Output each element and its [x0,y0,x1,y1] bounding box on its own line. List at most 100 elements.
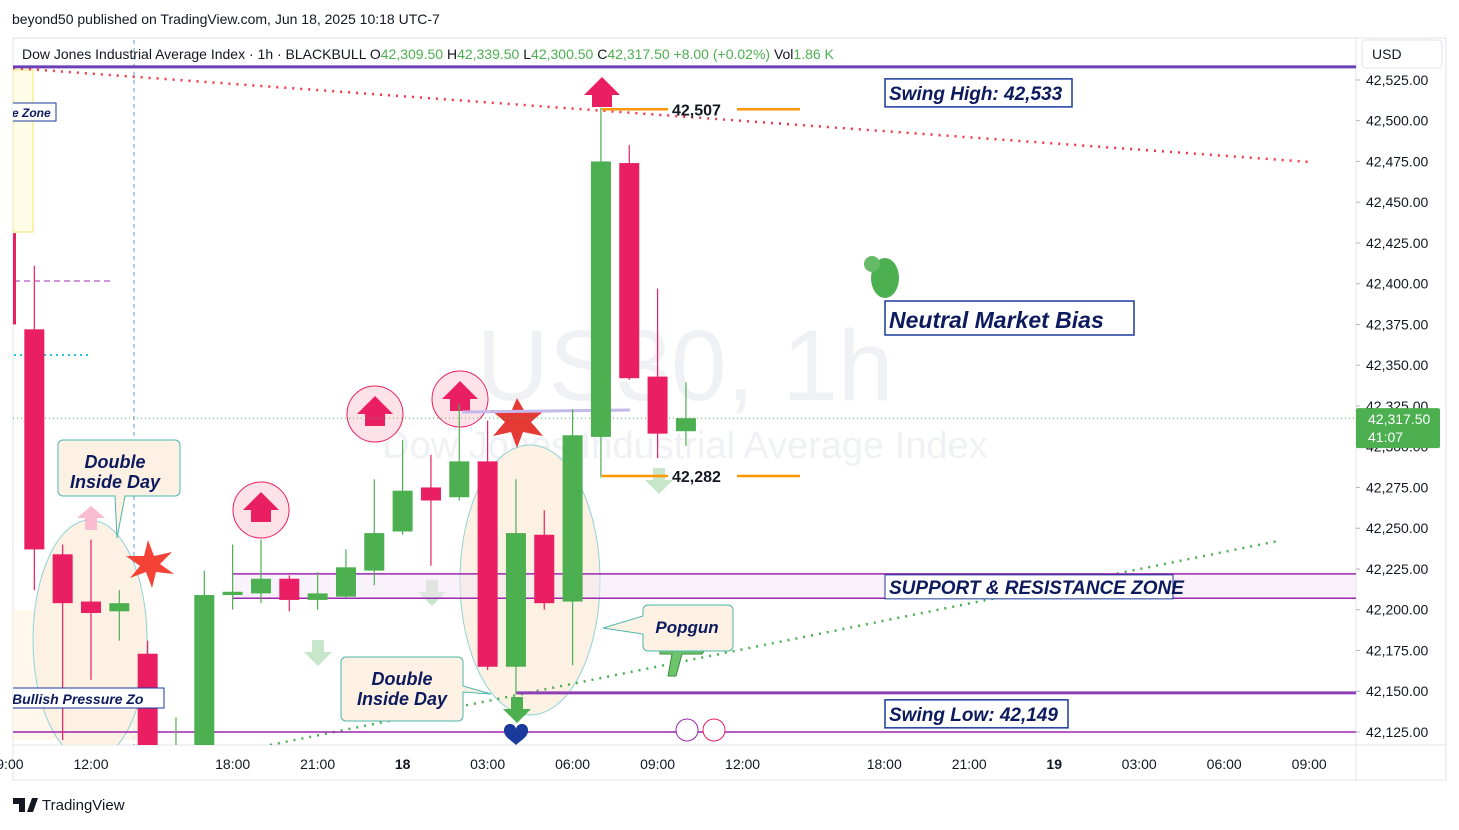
level-label-box [884,78,1073,108]
legend-item: Vol [774,46,793,62]
event-icon [702,718,726,742]
callout-label: Inside Day [70,472,161,492]
y-tick-label: 42,425.00 [1366,235,1428,251]
x-tick-label: 06:00 [555,756,590,772]
candle-body [534,534,555,604]
legend: Dow Jones Industrial Average Index · 1h … [22,46,835,62]
last-price-tag [1356,408,1440,449]
candle-body [590,161,611,437]
candle-body [166,756,186,764]
up-arrow [77,506,105,530]
down-arrow [503,697,531,723]
candle-body [364,533,385,571]
candle-body [307,593,328,600]
x-tick-label: 09:00 [640,756,675,772]
zone-tag-box [13,102,57,122]
heart-icon [503,723,529,745]
frame [12,37,1447,781]
currency-button[interactable] [1361,39,1443,69]
brand: TradingView [42,797,125,814]
up-arrow [243,492,279,522]
legend-item: Dow Jones Industrial Average Index · 1h … [22,46,367,62]
x-tick-label: 18:00 [215,756,250,772]
burst-icon [126,540,174,588]
countdown-label: 41:07 [1368,429,1403,445]
zone-tag: Bullish Pressure Zo [12,691,144,707]
down-arrow [645,468,673,494]
plot: US30, 1h Dow Jones Industrial Average In… [12,40,1356,764]
legend-item: C [597,46,607,62]
candle-body [13,233,16,325]
y-tick-label: 42,250.00 [1366,520,1428,536]
zone-fill [233,573,1356,599]
y-tick-label: 42,450.00 [1366,194,1428,210]
x-tick-label: 12:00 [725,756,760,772]
callout-bubble [57,439,181,539]
brand-logo [13,798,38,812]
candle-body [619,163,640,379]
y-tick-label: 42,125.00 [1366,724,1428,740]
candle-body [250,578,271,594]
legend-item: L [523,46,531,62]
candle-body [24,329,45,550]
trend-line [13,66,1311,164]
burst-icon [491,398,545,448]
legend-item: 42,300.50 [531,46,593,62]
y-tick-label: 42,525.00 [1366,72,1428,88]
legend-item: H [447,46,457,62]
zone-box [13,69,34,233]
candle-body [562,435,583,602]
x-tick-label: 09:00 [1292,756,1327,772]
y-tick-label: 42,375.00 [1366,316,1428,332]
zone-tag-box [13,687,165,709]
candle-body [80,601,101,613]
callout-label: Double [372,669,433,689]
x-tick-label: 12:00 [73,756,108,772]
candle-body [675,418,696,432]
candle-body [505,533,526,667]
x-tick-label: 03:00 [1122,756,1157,772]
y-tick-label: 42,225.00 [1366,561,1428,577]
x-tick-label: 06:00 [1207,756,1242,772]
x-tick-label: 09:00 [0,756,24,772]
legend-item: 42,317.50 [607,46,669,62]
legend-item: +8.00 (+0.02%) [674,46,771,62]
candle-body [647,376,668,434]
down-arrow [304,640,332,666]
candle-body [449,461,470,498]
popgun-label: Popgun [655,618,718,637]
y-tick-label: 42,350.00 [1366,357,1428,373]
price-mark-label: 42,507 [672,102,721,119]
y-tick-label: 42,150.00 [1366,683,1428,699]
price-mark-label: 42,282 [672,469,721,486]
attribution: beyond50 published on TradingView.com, J… [12,11,440,27]
legend-item: 1.86 K [793,46,834,62]
bias-label: Neutral Market Bias [889,307,1104,333]
callout-bubble [340,656,492,722]
level-label-box [884,699,1069,729]
zone-label: SUPPORT & RESISTANCE ZONE [889,578,1185,599]
last-price-label: 42,317.50 [1368,411,1430,427]
zone-tag: e Zone [12,106,51,120]
level-label: Swing Low: 42,149 [889,705,1058,726]
event-icon [675,718,699,742]
callout-label: Inside Day [357,689,448,709]
y-tick-label: 42,175.00 [1366,642,1428,658]
watermark-subtitle: Dow Jones Industrial Average Index [382,425,988,467]
popgun-bubble [602,604,734,652]
currency: USD [1372,46,1402,62]
x-tick-label: 18:00 [867,756,902,772]
x-tick-label: 21:00 [952,756,987,772]
y-tick-label: 42,500.00 [1366,113,1428,129]
candle-body [109,603,130,612]
bias-box [884,300,1135,336]
zone-label-box [884,574,1174,600]
candle-body [222,591,243,596]
parrot-icon [864,256,880,272]
candle-body [335,567,356,597]
legend-item: O [370,46,381,62]
candle-body [194,595,215,745]
candle-body [420,487,441,501]
